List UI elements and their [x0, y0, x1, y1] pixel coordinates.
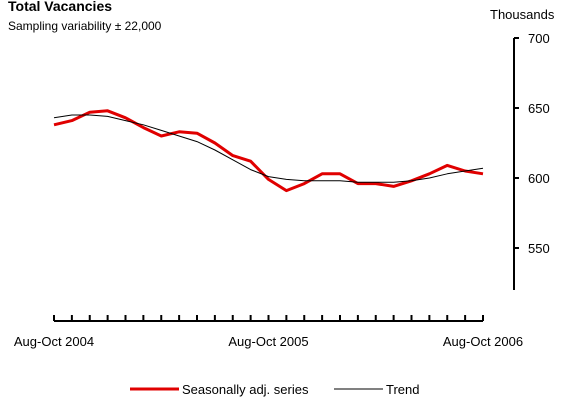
y-tick-label: 700: [528, 31, 550, 46]
series-lines: [53, 109, 484, 193]
x-tick-label: Aug-Oct 2006: [443, 334, 523, 349]
x-tick-label: Aug-Oct 2005: [228, 334, 308, 349]
legend: Seasonally adj. series Trend: [130, 382, 419, 397]
series-line-trend: [53, 114, 484, 183]
y-axis-ticks: 550 600 650 700: [514, 31, 550, 256]
y-unit-label: Thousands: [490, 7, 555, 22]
chart-subtitle: Sampling variability ± 22,000: [8, 19, 162, 33]
x-axis-ticks: Aug-Oct 2004 Aug-Oct 2005 Aug-Oct 2006: [14, 315, 523, 349]
y-tick-label: 650: [528, 101, 550, 116]
y-tick-label: 600: [528, 171, 550, 186]
legend-label-seasonally-adj: Seasonally adj. series: [182, 382, 309, 397]
y-tick-label: 550: [528, 241, 550, 256]
chart-title: Total Vacancies: [8, 0, 112, 14]
series-line-seasonally-adj: [53, 109, 484, 193]
legend-label-trend: Trend: [386, 382, 419, 397]
x-tick-label: Aug-Oct 2004: [14, 334, 94, 349]
